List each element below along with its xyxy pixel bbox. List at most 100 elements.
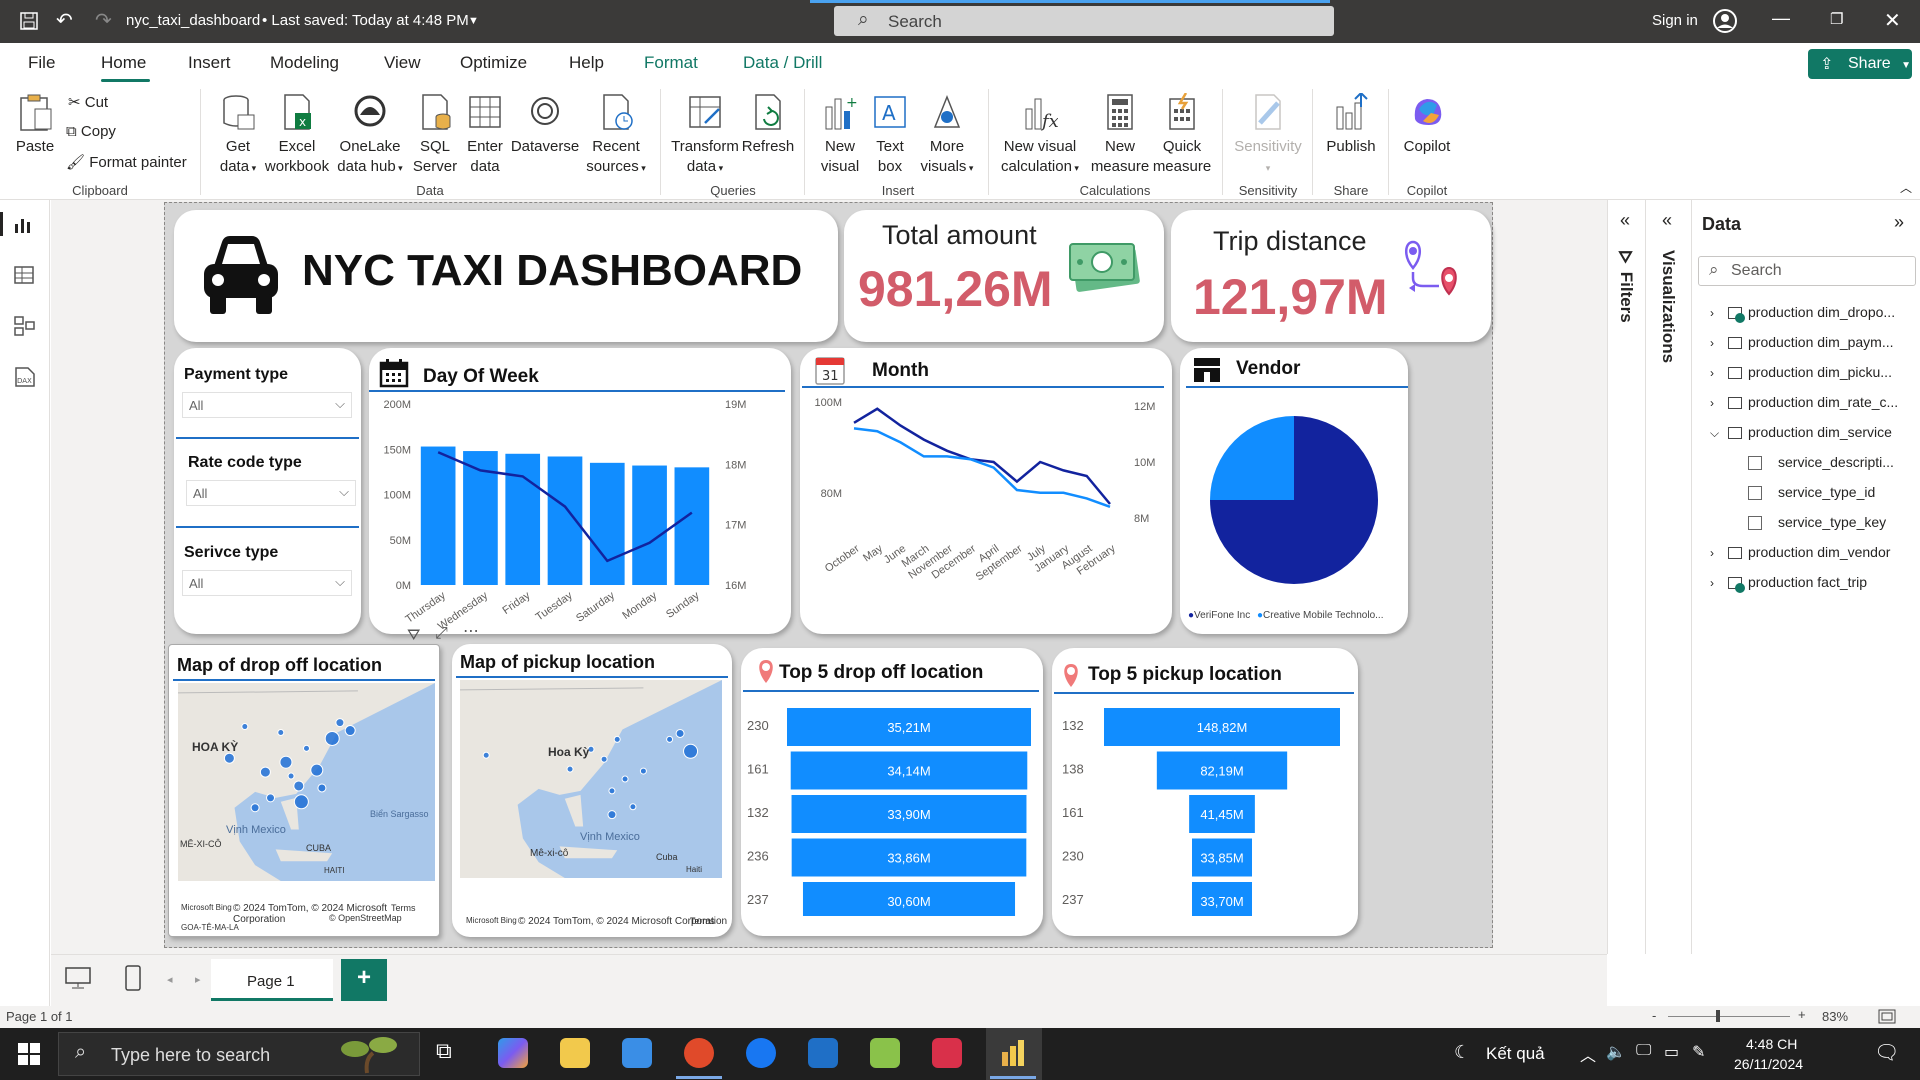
- tray-chevron-icon[interactable]: ︿: [1580, 1048, 1597, 1065]
- menu-insert[interactable]: Insert: [188, 53, 231, 72]
- prev-page-icon[interactable]: ◂: [167, 974, 173, 986]
- dax-query-view-icon[interactable]: DAX: [14, 366, 36, 388]
- battery-icon[interactable]: ▭: [1664, 1044, 1680, 1061]
- clock-time[interactable]: 4:48 CH: [1746, 1036, 1798, 1052]
- transform-data-button[interactable]: Transform data ▾: [670, 93, 740, 178]
- add-page-button[interactable]: +: [341, 959, 387, 1001]
- kpi-total-amount[interactable]: Total amount 981,26M: [844, 210, 1164, 342]
- refresh-button[interactable]: Refresh: [740, 93, 796, 157]
- map-pickup-terms[interactable]: Terms: [690, 916, 715, 926]
- chrome-icon[interactable]: [684, 1038, 714, 1068]
- search-box[interactable]: ⌕ Search: [834, 6, 1334, 36]
- checkbox[interactable]: [1748, 456, 1762, 471]
- vendor-chart[interactable]: Vendor ●VeriFone Inc ●Creative Mobile Te…: [1180, 348, 1408, 634]
- filters-pane[interactable]: « ⛛ Filters: [1607, 200, 1645, 954]
- tree-item[interactable]: service_type_id: [1748, 484, 1875, 501]
- desktop-layout-icon[interactable]: [65, 967, 91, 989]
- menu-home[interactable]: Home: [101, 53, 147, 72]
- expand-data-icon[interactable]: »: [1894, 212, 1905, 232]
- menu-optimize[interactable]: Optimize: [460, 53, 528, 72]
- tree-item[interactable]: ⌵ production dim_service: [1710, 424, 1892, 441]
- model-view-icon[interactable]: [14, 316, 36, 336]
- chevron-down-icon[interactable]: ▼: [468, 15, 479, 27]
- copilot-taskbar-icon[interactable]: [498, 1038, 528, 1068]
- taskbar-search[interactable]: ⌕ Type here to search: [58, 1032, 420, 1076]
- quick-measure-button[interactable]: Quick measure: [1150, 93, 1214, 177]
- task-view-icon[interactable]: ⧉: [436, 1038, 452, 1063]
- paste-button[interactable]: Paste: [12, 93, 58, 157]
- sql-server-button[interactable]: SQL Server: [410, 93, 460, 177]
- tree-item[interactable]: › production dim_vendor: [1710, 544, 1890, 560]
- tree-item[interactable]: › production dim_paym...: [1710, 334, 1894, 350]
- collapse-filters-icon[interactable]: «: [1620, 210, 1631, 230]
- app-red-icon[interactable]: [932, 1038, 962, 1068]
- recent-sources-button[interactable]: Recent sources ▾: [586, 93, 646, 178]
- tree-item[interactable]: service_type_key: [1748, 514, 1886, 531]
- file-explorer-icon[interactable]: [560, 1038, 590, 1068]
- undo-icon[interactable]: ↶: [56, 10, 73, 32]
- notifications-icon[interactable]: 🗨: [1874, 1042, 1900, 1064]
- visualizations-pane[interactable]: « Visualizations: [1645, 200, 1691, 954]
- vscode-icon[interactable]: [808, 1038, 838, 1068]
- pen-icon[interactable]: ✎: [1692, 1044, 1706, 1061]
- month-chart[interactable]: 31 Month 100M 80M 12M 10M 8M October May June Ma…: [800, 348, 1172, 634]
- share-button[interactable]: ⇪ Share ▼: [1808, 49, 1912, 79]
- checkbox[interactable]: [1748, 516, 1762, 531]
- new-measure-button[interactable]: New measure: [1088, 93, 1152, 177]
- new-visual-button[interactable]: + New visual: [820, 95, 860, 175]
- map-pickup[interactable]: Map of pickup location Hoa Kỳ Vịnh Mexico…: [452, 644, 732, 937]
- page-tab[interactable]: Page 1: [211, 959, 333, 1001]
- zoom-out-icon[interactable]: -: [1652, 1008, 1657, 1023]
- map-drop-canvas[interactable]: HOA KỲ Vịnh Mexico Biển Sargasso MÊ-XI-CÔ CU…: [178, 683, 435, 881]
- dataverse-button[interactable]: Dataverse: [510, 93, 580, 157]
- save-icon[interactable]: [20, 12, 38, 30]
- tree-item[interactable]: › production dim_dropo...: [1710, 304, 1895, 324]
- zoom-thumb[interactable]: [1716, 1010, 1720, 1022]
- menu-view[interactable]: View: [384, 53, 421, 72]
- cut-button[interactable]: ✂ Cut: [68, 94, 109, 111]
- tree-item[interactable]: › production dim_rate_c...: [1710, 394, 1898, 410]
- app-icon[interactable]: [870, 1038, 900, 1068]
- collapse-viz-icon[interactable]: «: [1662, 210, 1673, 230]
- focus-mode-icon[interactable]: ⤢: [435, 625, 448, 642]
- menu-file[interactable]: File: [28, 53, 56, 72]
- map-drop-terms[interactable]: Terms: [391, 903, 416, 913]
- service-type-dropdown[interactable]: All ⌵: [182, 570, 352, 596]
- more-visuals-button[interactable]: More visuals ▾: [918, 93, 976, 178]
- menu-format[interactable]: Format: [644, 53, 698, 72]
- mobile-layout-icon[interactable]: [125, 965, 141, 991]
- sensitivity-button[interactable]: Sensitivity ▾: [1230, 93, 1306, 178]
- collapse-ribbon-icon[interactable]: ︿: [1900, 181, 1913, 195]
- minimize-icon[interactable]: —: [1772, 8, 1790, 28]
- format-painter-button[interactable]: 🖌 Format painter: [66, 154, 187, 171]
- zalo-icon[interactable]: [746, 1038, 776, 1068]
- weather-label[interactable]: Kết quả: [1486, 1044, 1545, 1063]
- table-view-icon[interactable]: [14, 266, 34, 284]
- map-drop-off[interactable]: Map of drop off location HOA KỲ Vịnh Mexi…: [168, 644, 440, 937]
- day-of-week-chart[interactable]: Day Of Week 200M 150M 100M 50M 0M 19M 18M 17M 16…: [369, 348, 791, 634]
- tree-item[interactable]: › production dim_picku...: [1710, 364, 1892, 380]
- clock-date[interactable]: 26/11/2024: [1734, 1056, 1804, 1072]
- microsoft-store-icon[interactable]: [622, 1038, 652, 1068]
- filter-icon[interactable]: ⛛: [407, 627, 421, 644]
- close-icon[interactable]: ✕: [1884, 10, 1901, 32]
- account-icon[interactable]: [1712, 8, 1738, 34]
- zoom-slider[interactable]: [1668, 1016, 1790, 1017]
- get-data-button[interactable]: Get data ▾: [212, 93, 264, 178]
- copy-button[interactable]: ⧉ Copy: [66, 123, 116, 140]
- enter-data-button[interactable]: Enter data: [462, 93, 508, 177]
- menu-modeling[interactable]: Modeling: [270, 53, 339, 72]
- next-page-icon[interactable]: ▸: [195, 974, 201, 986]
- payment-type-dropdown[interactable]: All ⌵: [182, 392, 352, 418]
- fit-to-page-icon[interactable]: [1878, 1009, 1896, 1024]
- report-view-icon[interactable]: [14, 216, 34, 234]
- top5-pickup[interactable]: Top 5 pickup location 132 148,82M 138 82,19…: [1052, 648, 1358, 936]
- rate-code-type-dropdown[interactable]: All ⌵: [186, 480, 356, 506]
- publish-button[interactable]: Publish: [1320, 93, 1382, 157]
- checkbox[interactable]: [1748, 486, 1762, 501]
- text-box-button[interactable]: A Text box: [866, 93, 914, 177]
- sign-in-link[interactable]: Sign in: [1652, 12, 1698, 29]
- copilot-button[interactable]: Copilot: [1396, 93, 1458, 157]
- more-options-icon[interactable]: ⋯: [463, 623, 479, 640]
- new-visual-calculation-button[interactable]: fx New visual calculation ▾: [996, 93, 1084, 178]
